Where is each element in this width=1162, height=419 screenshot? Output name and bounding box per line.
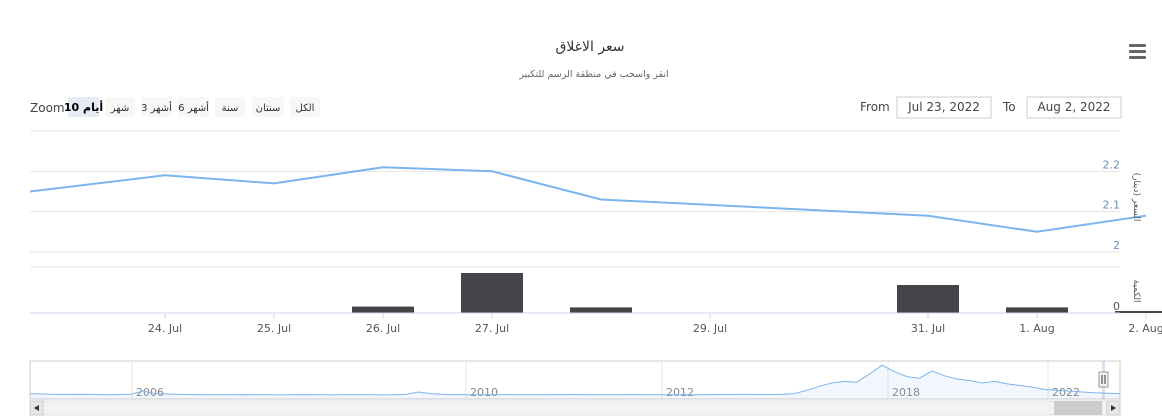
x-tick-label: 29. Jul: [693, 322, 727, 335]
range-button-6[interactable]: الكل: [290, 97, 320, 117]
scrollbar-thumb[interactable]: [1054, 401, 1102, 415]
range-button-5[interactable]: سنتان: [252, 97, 284, 117]
range-selector-buttons: 10 أيام شهر 3 أشهر 6 أشهر سنة سنتان الكل: [64, 97, 320, 117]
price-axis-title: السعر (دينار): [1131, 173, 1141, 222]
range-button-label: سنة: [222, 103, 239, 114]
hamburger-menu-icon[interactable]: [1124, 40, 1152, 64]
to-label: To: [1002, 100, 1016, 114]
volume-bar: [897, 285, 959, 313]
navigator-series: [29, 364, 1121, 396]
range-button-label: 6 أشهر: [178, 101, 209, 114]
range-button-0[interactable]: 10 أيام: [64, 97, 103, 117]
navigator-frame: [29, 360, 1121, 400]
zoom-label: Zoom: [30, 101, 65, 115]
navigator-year-label: 2012: [666, 386, 694, 399]
x-tick-label: 2. Aug: [1128, 322, 1162, 335]
x-tick-label: 24. Jul: [148, 322, 182, 335]
arrow-right-icon[interactable]: [1106, 400, 1121, 416]
navigator-year-label: 2018: [892, 386, 920, 399]
from-date-value: Jul 23, 2022: [907, 100, 980, 114]
range-button-label: شهر: [110, 103, 130, 114]
volume-bar: [570, 307, 632, 313]
range-button-label: 10 أيام: [64, 100, 103, 114]
range-button-1[interactable]: شهر: [105, 97, 135, 117]
range-button-2[interactable]: 3 أشهر: [141, 97, 172, 117]
navigator[interactable]: 20062010201220182022: [29, 360, 1121, 400]
range-button-label: سنتان: [256, 103, 281, 114]
range-button-label: الكل: [296, 103, 315, 114]
navigator-year-label: 2010: [470, 386, 498, 399]
to-date-input[interactable]: Aug 2, 2022: [1026, 96, 1122, 119]
volume-axis-title: الكمية: [1131, 280, 1141, 303]
price-line: [29, 166, 1147, 233]
x-tick-label: 31. Jul: [911, 322, 945, 335]
navigator-year-label: 2022: [1052, 386, 1080, 399]
scrollbar[interactable]: [29, 400, 1121, 416]
volume-bar: [461, 273, 523, 313]
price-tick-label: 2.2: [1103, 158, 1121, 171]
range-button-3[interactable]: 6 أشهر: [178, 97, 209, 117]
volume-bar: [1115, 311, 1162, 313]
range-button-label: 3 أشهر: [141, 101, 172, 114]
x-tick-label: 26. Jul: [366, 322, 400, 335]
volume-bar: [1006, 307, 1068, 313]
volume-bars: [352, 273, 1162, 313]
navigator-handle-icon[interactable]: [1098, 371, 1109, 388]
x-axis: 24. Jul 25. Jul 26. Jul 27. Jul 29. Jul 31. J…: [30, 312, 1162, 335]
arrow-left-icon[interactable]: [29, 400, 44, 416]
price-grid: [30, 130, 1120, 253]
volume-bar: [352, 306, 414, 313]
from-label: From: [860, 100, 890, 114]
price-tick-label: 2.1: [1103, 199, 1121, 212]
y-axis-labels: 2 2.1 2.2 0: [1103, 158, 1121, 313]
chart-title: سعر الاغلاق: [555, 39, 624, 55]
chart-subtitle: انقر واسحب في منطقة الرسم للتكبير: [518, 69, 668, 80]
x-tick-label: 27. Jul: [475, 322, 509, 335]
to-date-value: Aug 2, 2022: [1037, 100, 1110, 114]
price-line-series: [29, 166, 1147, 233]
x-tick-label: 25. Jul: [257, 322, 291, 335]
x-tick-label: 1. Aug: [1019, 322, 1054, 335]
from-date-input[interactable]: Jul 23, 2022: [896, 96, 992, 119]
navigator-area: [30, 365, 1120, 399]
price-tick-label: 2: [1113, 239, 1120, 252]
volume-tick-label: 0: [1113, 300, 1120, 313]
range-button-4[interactable]: سنة: [215, 97, 245, 117]
